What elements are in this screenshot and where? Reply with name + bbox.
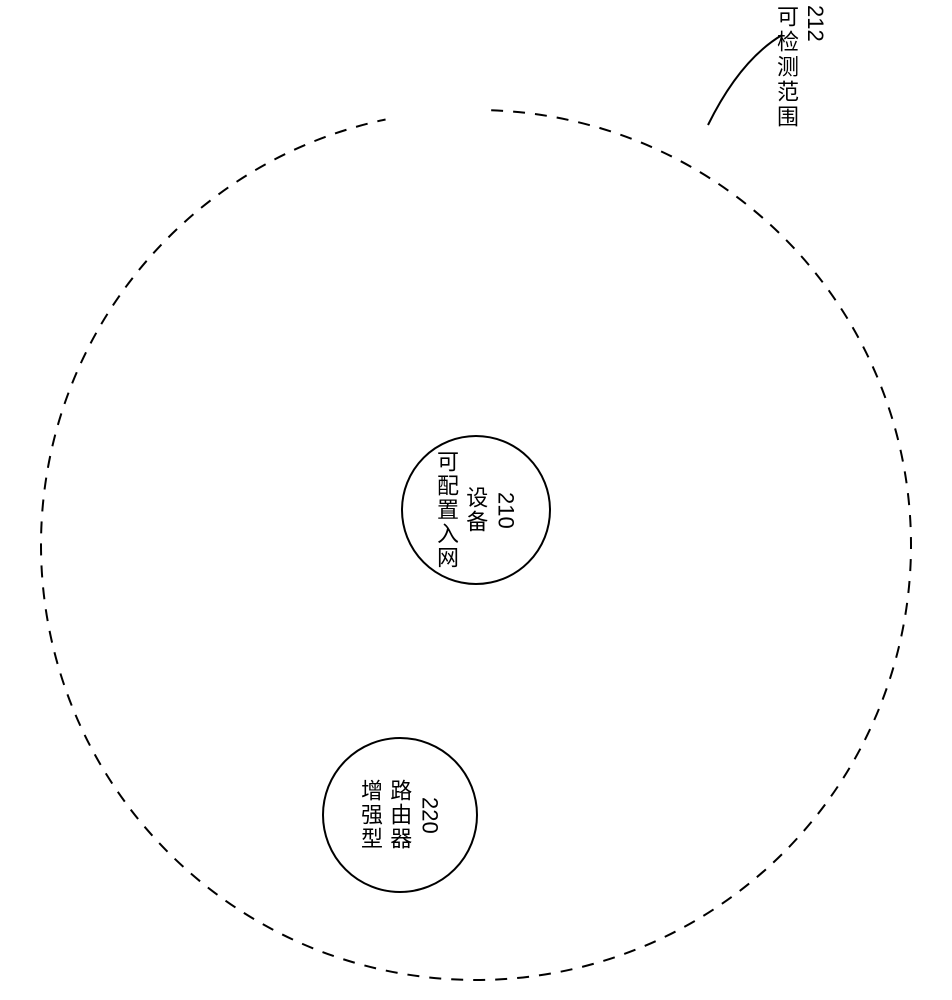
detectable-range-label: 可检测范围 212	[770, 5, 828, 130]
node-center-number: 210	[492, 450, 518, 570]
range-label-number: 212	[802, 5, 828, 42]
node-router-number: 220	[416, 779, 442, 851]
node-enhanced-router: 增强型 路由器 220	[322, 737, 478, 893]
node-center-label-line1: 可配置入网	[434, 450, 459, 570]
diagram-canvas: 可配置入网 设备 210 增强型 路由器 220 可检测范围 212	[0, 0, 952, 1000]
node-configurable-device: 可配置入网 设备 210	[401, 435, 551, 585]
node-router-label-line2: 路由器	[387, 779, 412, 851]
range-label-text: 可检测范围	[770, 5, 802, 130]
node-center-label-line2: 设备	[463, 450, 488, 570]
node-router-label-line1: 增强型	[358, 779, 383, 851]
